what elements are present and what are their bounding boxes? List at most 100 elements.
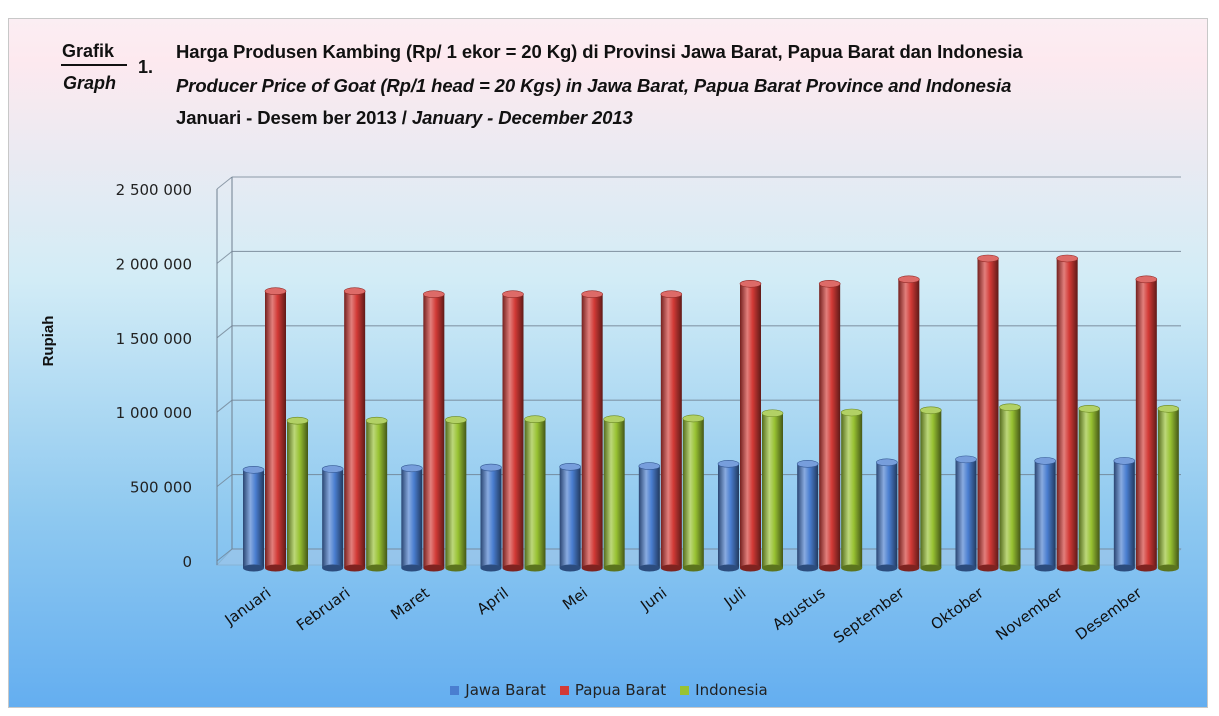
bar-jawa-barat xyxy=(717,460,740,572)
bar-top xyxy=(739,279,762,288)
bar-indonesia xyxy=(999,403,1021,572)
bar-body xyxy=(718,463,739,568)
bar-top xyxy=(242,465,265,474)
legend-swatch xyxy=(680,686,690,695)
x-tick-label: Desember xyxy=(1072,583,1146,644)
x-tick-label: April xyxy=(474,584,512,619)
bar-base xyxy=(524,564,546,572)
bar-base xyxy=(955,564,977,572)
bar-top xyxy=(1157,404,1180,413)
bar-base xyxy=(243,564,264,572)
x-tick-label: Januari xyxy=(221,584,275,630)
bar-jawa-barat xyxy=(1034,457,1056,572)
bar-indonesia xyxy=(682,414,705,572)
y-tick-label: 500 000 xyxy=(130,479,192,497)
graph-label: Graph xyxy=(63,73,117,93)
bar-base xyxy=(920,564,942,572)
bar-indonesia xyxy=(920,406,942,572)
bar-papua-barat xyxy=(1135,275,1158,572)
bar-base xyxy=(718,564,739,572)
bar-body xyxy=(1157,408,1179,568)
bar-base xyxy=(265,564,286,572)
bar-base xyxy=(876,564,898,572)
bar-top xyxy=(660,290,683,299)
bar-top xyxy=(480,463,502,472)
bar-base xyxy=(762,564,783,572)
legend-swatch xyxy=(450,686,460,695)
bar-papua-barat xyxy=(264,287,287,572)
bar-body xyxy=(524,419,546,568)
bar-indonesia xyxy=(286,416,309,572)
bar-base xyxy=(1135,564,1157,572)
bar-base xyxy=(603,564,625,572)
y-tick-label: 1 000 000 xyxy=(116,404,192,422)
bar-top xyxy=(717,460,740,468)
chart-title-id: Harga Produsen Kambing (Rp/ 1 ekor = 20 … xyxy=(176,41,1023,62)
x-tick-label: Maret xyxy=(387,584,433,624)
bar-body xyxy=(502,294,524,568)
bar-top xyxy=(321,465,344,473)
bar-top xyxy=(343,287,366,296)
bar-body xyxy=(445,419,467,568)
x-tick-label: Mei xyxy=(559,584,591,614)
bar-jawa-barat xyxy=(955,455,977,572)
bar-papua-barat xyxy=(343,287,366,572)
bar-base xyxy=(1078,564,1100,572)
bar-base xyxy=(423,564,445,572)
chart-period: Januari - Desem ber 2013 / January - Dec… xyxy=(176,107,633,129)
bar-chart: 0 500 000 1 000 000 1 500 000 2 000 000 2 500… xyxy=(40,176,1183,647)
bar-jawa-barat xyxy=(796,460,819,572)
x-tick-label: September xyxy=(830,583,908,647)
bar-papua-barat xyxy=(660,290,683,572)
bar-jawa-barat xyxy=(1113,457,1136,572)
bar-base xyxy=(1034,564,1056,572)
bar-base xyxy=(287,564,308,572)
bar-body xyxy=(287,420,308,568)
graph-number: 1. xyxy=(138,57,154,77)
bar-base xyxy=(1056,564,1078,572)
bar-top xyxy=(955,455,977,464)
bar-papua-barat xyxy=(977,254,999,572)
bar-body xyxy=(876,462,898,568)
bar-base xyxy=(401,564,423,572)
bar-indonesia xyxy=(603,415,625,572)
bar-body xyxy=(920,410,942,568)
bar-body xyxy=(265,291,286,568)
bar-body xyxy=(401,468,423,568)
y-tick-label: 2 000 000 xyxy=(116,255,192,273)
bar-body xyxy=(1034,460,1056,568)
bar-top xyxy=(1113,457,1136,465)
bar-body xyxy=(366,420,388,568)
x-tick-label: Oktober xyxy=(927,583,987,634)
bar-jawa-barat xyxy=(321,465,344,572)
chart-frame: Grafik Graph 1. Harga Produsen Kambing (… xyxy=(8,18,1208,708)
bar-top xyxy=(1078,404,1100,413)
bar-jawa-barat xyxy=(559,463,581,572)
bar-top xyxy=(898,275,920,284)
bar-base xyxy=(559,564,581,572)
bar-body xyxy=(480,467,502,568)
y-tick-label: 2 500 000 xyxy=(116,181,192,199)
gridline-depth xyxy=(216,251,233,264)
bar-base xyxy=(977,564,999,572)
bar-body xyxy=(322,469,344,568)
bar-jawa-barat xyxy=(638,462,661,572)
bar-body xyxy=(762,413,783,568)
bar-body xyxy=(1135,279,1157,568)
chart-header: Grafik Graph 1. Harga Produsen Kambing (… xyxy=(9,19,1209,139)
bar-top xyxy=(286,416,309,425)
legend-item: Jawa Barat xyxy=(450,681,546,699)
bar-base xyxy=(1157,564,1179,572)
bar-papua-barat xyxy=(1056,254,1078,572)
bar-indonesia xyxy=(1078,404,1100,572)
legend-swatch xyxy=(559,686,569,695)
y-tick-label: 1 500 000 xyxy=(116,330,192,348)
bar-body xyxy=(977,258,999,568)
x-tick-label: Juli xyxy=(720,584,749,612)
grafik-label: Grafik xyxy=(62,41,115,61)
bar-indonesia xyxy=(1157,404,1180,572)
bar-papua-barat xyxy=(739,279,762,572)
bar-indonesia xyxy=(445,416,467,572)
bar-base xyxy=(797,564,819,572)
grafik-divider xyxy=(61,64,127,66)
